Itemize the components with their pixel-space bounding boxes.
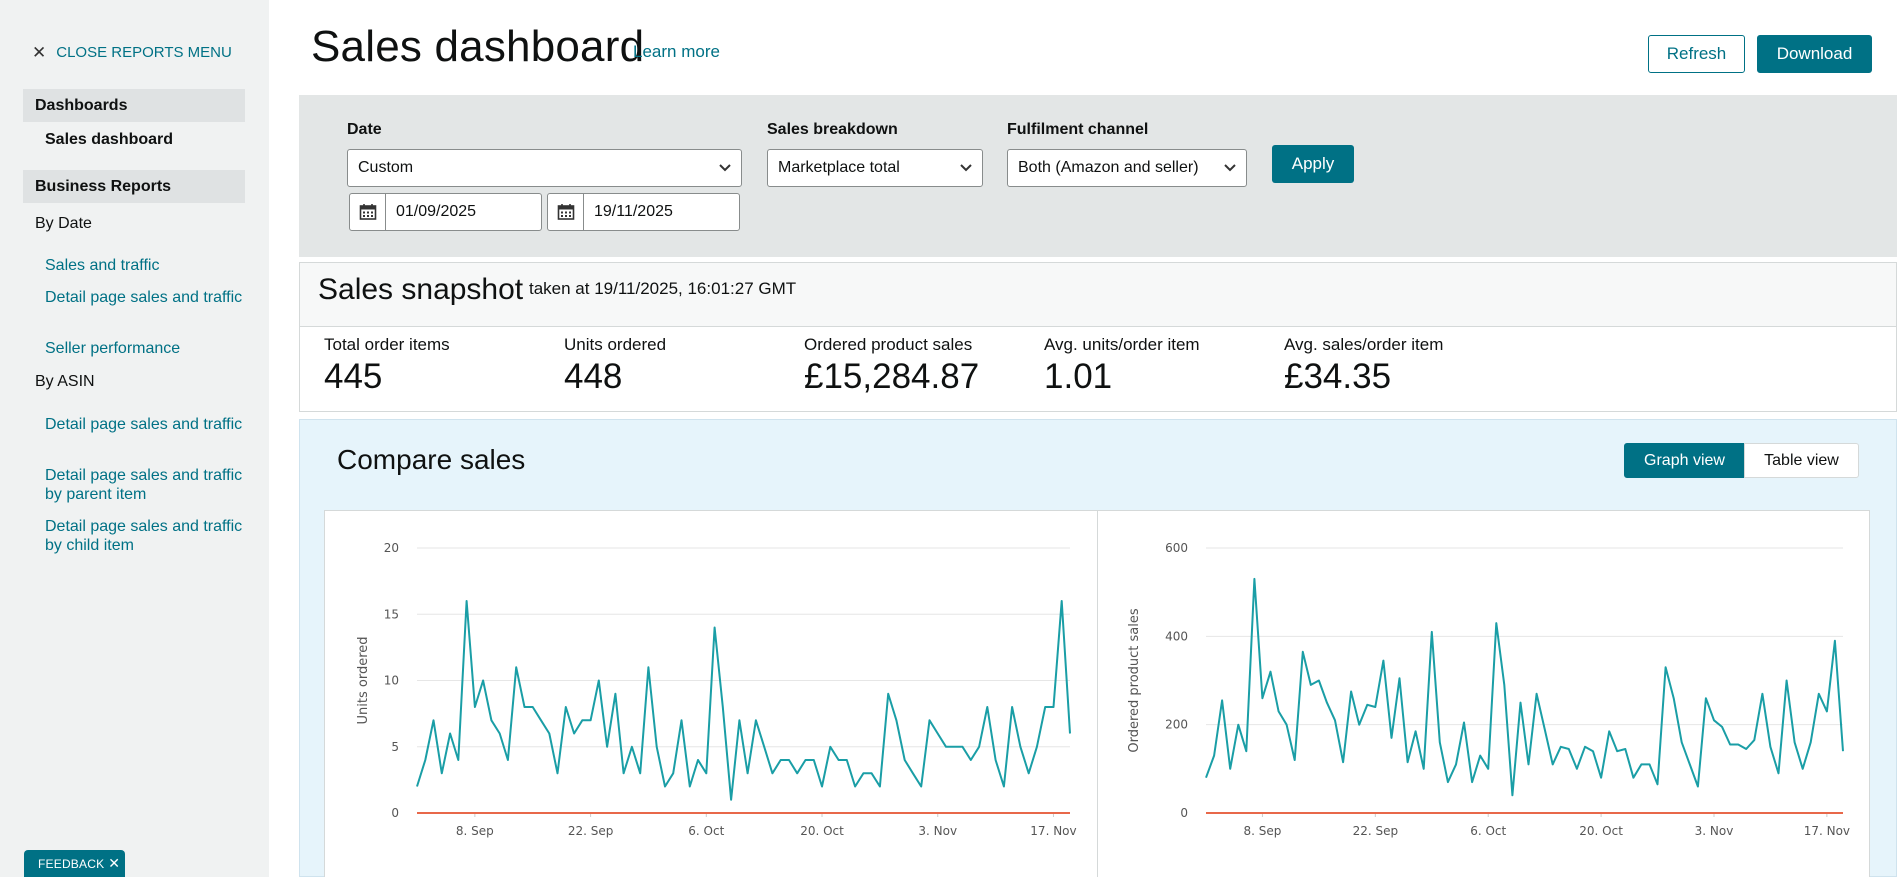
y-tick-label: 200	[1165, 718, 1188, 732]
metric-label: Total order items	[324, 335, 450, 354]
snapshot-header: Sales snapshot taken at 19/11/2025, 16:0…	[300, 263, 1896, 327]
sales-breakdown-label: Sales breakdown	[767, 121, 898, 138]
close-reports-menu-button[interactable]: ✕ CLOSE REPORTS MENU	[32, 44, 232, 61]
metric-ordered-product-sales: Ordered product sales £15,284.87	[804, 335, 979, 397]
sidebar-link-detail-page-sales-traffic[interactable]: Detail page sales and traffic	[45, 289, 243, 306]
learn-more-link[interactable]: Learn more	[633, 42, 720, 61]
series-line	[1205, 577, 1844, 797]
metric-label: Ordered product sales	[804, 335, 973, 354]
y-tick-label: 10	[384, 674, 399, 688]
y-tick-label: 0	[391, 806, 399, 820]
sales-breakdown-value: Marketplace total	[778, 159, 900, 176]
calendar-icon[interactable]	[548, 194, 584, 230]
x-tick-label: 17. Nov	[1804, 824, 1850, 838]
fulfilment-channel-value: Both (Amazon and seller)	[1018, 159, 1199, 176]
units-ordered-chart: 0 5 10 15 20 8. Sep 22. Sep 6. Oct 20. Oct 3. Nov…	[356, 541, 1077, 838]
x-tick-label: 22. Sep	[568, 824, 614, 838]
x-tick-label: 3. Nov	[918, 824, 957, 838]
y-tick-label: 600	[1165, 541, 1188, 555]
y-tick-label: 0	[1180, 806, 1188, 820]
ordered-product-sales-chart: 0 200 400 600 8. Sep 22. Sep 6. Oct 20. Oct 3. N…	[1127, 541, 1850, 838]
chevron-down-icon	[719, 164, 731, 172]
date-range-select[interactable]: Custom	[347, 149, 742, 187]
y-axis-label: Units ordered	[356, 637, 371, 725]
close-reports-menu-label: CLOSE REPORTS MENU	[56, 44, 232, 61]
x-tick-label: 6. Oct	[1470, 824, 1506, 838]
y-tick-label: 15	[384, 607, 399, 621]
sales-breakdown-select[interactable]: Marketplace total	[767, 149, 983, 187]
sales-snapshot-panel: Sales snapshot taken at 19/11/2025, 16:0…	[299, 262, 1897, 412]
start-date-value: 01/09/2025	[396, 203, 477, 220]
metric-value: £15,284.87	[804, 357, 980, 396]
metric-label: Avg. sales/order item	[1284, 335, 1444, 354]
sidebar-group-by-asin: By ASIN	[35, 373, 95, 390]
x-tick-label: 20. Oct	[800, 824, 844, 838]
feedback-label: FEEDBACK	[38, 857, 105, 871]
chevron-down-icon	[1224, 164, 1236, 172]
x-tick-label: 20. Oct	[1579, 824, 1623, 838]
fulfilment-channel-select[interactable]: Both (Amazon and seller)	[1007, 149, 1247, 187]
metric-avg-sales-per-order-item: Avg. sales/order item £34.35	[1284, 335, 1443, 397]
compare-sales-title: Compare sales	[337, 444, 526, 475]
apply-button[interactable]: Apply	[1272, 145, 1354, 183]
metric-avg-units-per-order-item: Avg. units/order item 1.01	[1044, 335, 1200, 397]
date-range-value: Custom	[358, 159, 414, 176]
x-tick-label: 3. Nov	[1695, 824, 1734, 838]
x-tick-label: 17. Nov	[1030, 824, 1076, 838]
series-line	[416, 600, 1071, 801]
close-icon[interactable]: ✕	[108, 855, 121, 871]
metric-label: Avg. units/order item	[1044, 335, 1200, 354]
sidebar-link-asin-detail-page[interactable]: Detail page sales and traffic	[45, 416, 243, 433]
metric-value: £34.35	[1284, 357, 1392, 396]
metric-total-order-items: Total order items 445	[324, 335, 450, 397]
sidebar-item-sales-dashboard[interactable]: Sales dashboard	[45, 131, 174, 148]
close-icon: ✕	[32, 43, 47, 62]
metric-value: 448	[564, 357, 623, 396]
sidebar-header-dashboards[interactable]: Dashboards	[23, 89, 245, 122]
metric-label: Units ordered	[564, 335, 667, 354]
end-date-value: 19/11/2025	[594, 203, 673, 220]
compare-sales-panel: Compare sales Graph view Table view 0 5 10…	[299, 419, 1897, 877]
y-tick-label: 5	[391, 740, 399, 754]
start-date-input[interactable]: 01/09/2025	[349, 193, 542, 231]
date-label: Date	[347, 121, 382, 138]
feedback-button[interactable]: FEEDBACK ✕	[24, 850, 125, 877]
sidebar-group-by-date: By Date	[35, 215, 92, 232]
table-view-toggle[interactable]: Table view	[1744, 443, 1859, 478]
y-axis-label: Ordered product sales	[1127, 608, 1142, 753]
x-tick-label: 22. Sep	[1353, 824, 1399, 838]
y-tick-label: 400	[1165, 629, 1188, 643]
page-title: Sales dashboard	[311, 22, 645, 71]
x-tick-label: 8. Sep	[1243, 824, 1281, 838]
download-button[interactable]: Download	[1757, 35, 1872, 73]
end-date-input[interactable]: 19/11/2025	[547, 193, 740, 231]
sidebar-link-asin-parent-item[interactable]: Detail page sales and traffic by parent …	[45, 467, 243, 503]
sidebar-header-business-reports[interactable]: Business Reports	[23, 170, 245, 203]
x-tick-label: 6. Oct	[688, 824, 724, 838]
refresh-button[interactable]: Refresh	[1648, 35, 1745, 73]
calendar-icon[interactable]	[350, 194, 386, 230]
graph-view-toggle[interactable]: Graph view	[1624, 443, 1745, 478]
y-tick-label: 20	[384, 541, 399, 555]
x-tick-label: 8. Sep	[456, 824, 494, 838]
snapshot-timestamp: taken at 19/11/2025, 16:01:27 GMT	[529, 279, 797, 298]
fulfilment-channel-label: Fulfilment channel	[1007, 121, 1149, 138]
metric-value: 445	[324, 357, 383, 396]
reports-sidebar: ✕ CLOSE REPORTS MENU Dashboards Sales da…	[0, 0, 269, 877]
sidebar-link-seller-performance[interactable]: Seller performance	[45, 340, 181, 357]
sidebar-link-sales-and-traffic[interactable]: Sales and traffic	[45, 257, 160, 274]
sidebar-link-asin-child-item[interactable]: Detail page sales and traffic by child i…	[45, 518, 243, 554]
units-ordered-chart-panel: 0 5 10 15 20 8. Sep 22. Sep 6. Oct 20. Oct 3. Nov…	[324, 510, 1098, 877]
metric-units-ordered: Units ordered 448	[564, 335, 666, 397]
chevron-down-icon	[960, 164, 972, 172]
ordered-product-sales-chart-panel: 0 200 400 600 8. Sep 22. Sep 6. Oct 20. Oct 3. N…	[1097, 510, 1870, 877]
metric-value: 1.01	[1044, 357, 1113, 396]
snapshot-title: Sales snapshot	[318, 273, 524, 306]
